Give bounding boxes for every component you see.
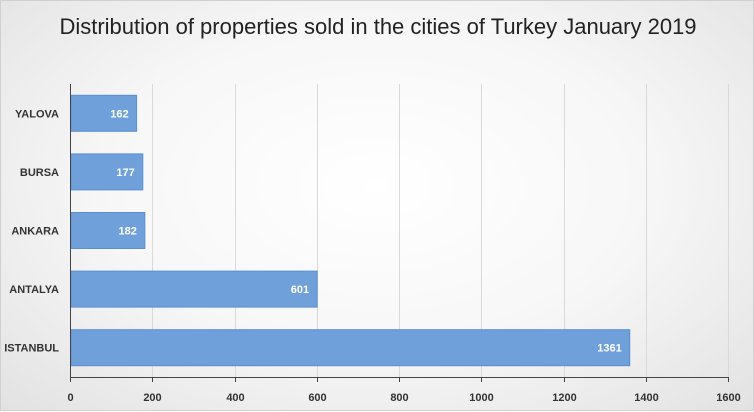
x-tick-label: 0 <box>67 392 73 404</box>
gridlines <box>152 84 729 377</box>
x-tick-label: 200 <box>143 392 161 404</box>
axes <box>70 84 729 382</box>
x-tick-label: 400 <box>226 392 244 404</box>
data-label: 601 <box>291 284 309 296</box>
x-tick-label: 1400 <box>634 392 658 404</box>
category-label: BURSA <box>20 167 59 179</box>
category-label: ANTALYA <box>9 284 59 296</box>
bars <box>70 94 631 367</box>
x-tick-label: 1000 <box>469 392 493 404</box>
x-tick-label: 600 <box>308 392 326 404</box>
data-label: 182 <box>118 226 136 238</box>
labels: 0 200 400 600 800 1000 1200 1400 1600 YALOVA 162 BU… <box>4 108 741 404</box>
category-label: ANKARA <box>11 226 59 238</box>
data-label: 177 <box>116 167 134 179</box>
bar-istanbul <box>70 329 631 367</box>
chart-title: Distribution of properties sold in the c… <box>59 14 697 39</box>
data-label: 162 <box>110 108 128 120</box>
bar-yalova <box>70 94 138 132</box>
data-label: 1361 <box>597 343 621 355</box>
x-tick-label: 800 <box>390 392 408 404</box>
bar-bursa <box>70 153 144 191</box>
bar-antalya <box>70 270 318 308</box>
category-label: YALOVA <box>15 108 59 120</box>
category-label: ISTANBUL <box>4 343 59 355</box>
x-tick-label: 1200 <box>552 392 576 404</box>
x-tick-label: 1600 <box>716 392 740 404</box>
